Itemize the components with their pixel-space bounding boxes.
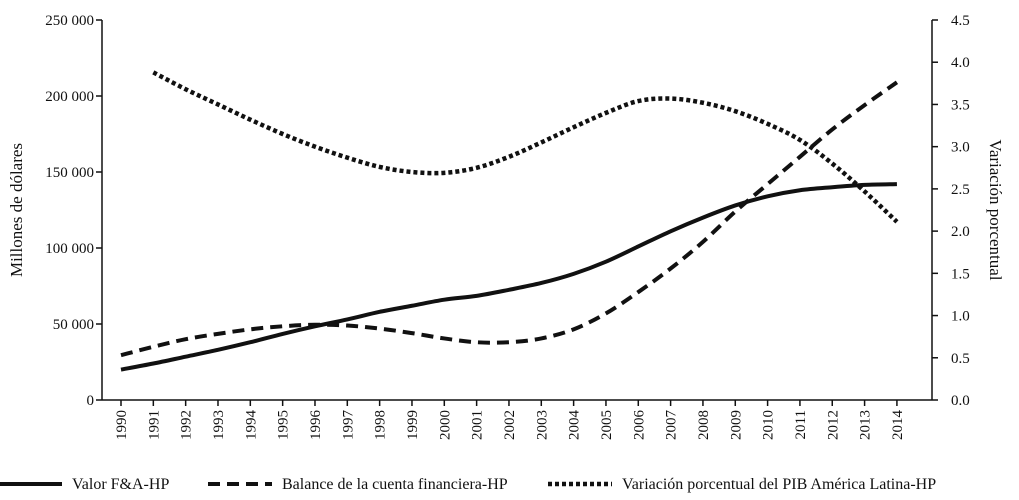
- x-tick-label: 2010: [761, 410, 777, 440]
- right-tick-label: 1.0: [951, 309, 970, 325]
- left-tick-label: 0: [87, 393, 95, 409]
- x-tick-label: 1998: [373, 410, 389, 440]
- right-tick-label: 2.5: [951, 182, 970, 198]
- x-tick-label: 2001: [470, 410, 486, 440]
- x-tick-label: 1990: [114, 410, 130, 440]
- series-line-1: [120, 182, 897, 372]
- x-tick-label: 2005: [599, 410, 615, 440]
- x-tick-label: 1991: [146, 410, 162, 440]
- left-tick-label: 100 000: [45, 241, 94, 257]
- x-tick-label: 2013: [858, 410, 874, 440]
- x-tick-label: 1999: [405, 410, 421, 440]
- x-tick-label: 2004: [567, 410, 583, 441]
- legend-label-2: Balance de la cuenta financiera-HP: [282, 476, 508, 493]
- right-tick-label: 3.0: [951, 140, 970, 156]
- right-tick-label: 1.5: [951, 266, 970, 282]
- left-tick-label: 200 000: [45, 89, 94, 105]
- axes: 0 50 000 100 000 150 000 200 000 250 000 0.0 0.…: [7, 13, 1005, 440]
- right-tick-label: 0.0: [951, 393, 970, 409]
- x-tick-label: 2007: [664, 410, 680, 441]
- x-tick-label: 2014: [890, 410, 906, 441]
- series-line-2: [120, 80, 899, 358]
- legend-label-3: Variación porcentual del PIB América Lat…: [622, 476, 936, 493]
- x-tick-label: 1997: [340, 410, 356, 441]
- x-tick-label: 2000: [437, 410, 453, 440]
- left-axis-title: Millones de dólares: [7, 143, 26, 277]
- legend-label-1: Valor F&A-HP: [72, 476, 169, 493]
- right-tick-label: 4.5: [951, 13, 970, 29]
- x-tick-label: 1992: [179, 410, 195, 440]
- series-layer: [120, 70, 899, 372]
- right-axis-title: Variación porcentual: [986, 139, 1005, 280]
- x-tick-label: 2012: [825, 410, 841, 440]
- left-tick-label: 150 000: [45, 165, 94, 181]
- x-tick-label: 2006: [631, 410, 647, 441]
- x-tick-label: 2002: [502, 410, 518, 440]
- x-tick-label: 1994: [243, 410, 259, 441]
- x-tick-label: 2003: [534, 410, 550, 440]
- left-tick-label: 50 000: [53, 317, 94, 333]
- x-tick-label: 2011: [793, 410, 809, 439]
- series-line-3: [152, 70, 899, 224]
- right-tick-label: 2.0: [951, 224, 970, 240]
- left-tick-label: 250 000: [45, 13, 94, 29]
- x-tick-label: 2009: [728, 410, 744, 440]
- right-tick-label: 4.0: [951, 55, 970, 71]
- legend: Valor F&A-HP Balance de la cuenta financi…: [0, 476, 936, 493]
- x-tick-label: 1995: [276, 410, 292, 440]
- right-tick-label: 3.5: [951, 97, 970, 113]
- x-tick-label: 1996: [308, 410, 324, 441]
- x-tick-label: 1993: [211, 410, 227, 440]
- x-tick-label: 2008: [696, 410, 712, 440]
- right-tick-label: 0.5: [951, 351, 970, 367]
